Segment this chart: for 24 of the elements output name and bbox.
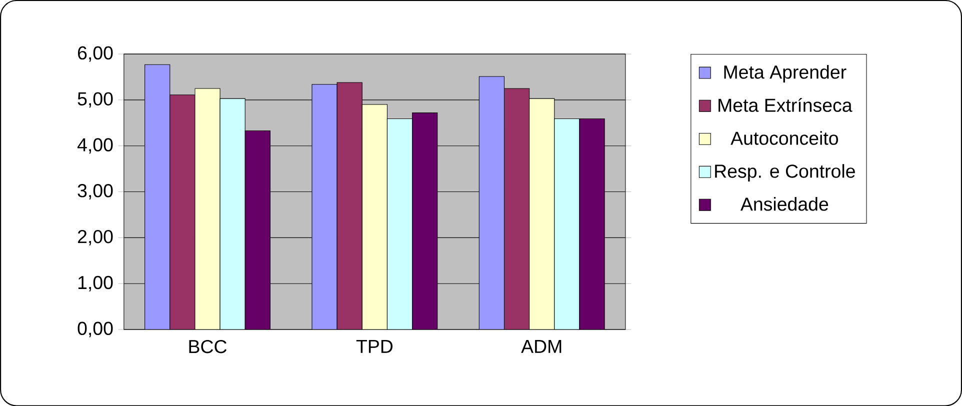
x-tick-label: BCC: [189, 340, 227, 354]
x-tick-label: ADM: [521, 340, 562, 353]
legend-label: Meta Extrínseca: [718, 98, 852, 112]
y-tick-label: 5,00: [78, 92, 113, 108]
y-tick-label: 2,00: [78, 230, 113, 246]
x-tick-label: TPD: [356, 340, 393, 353]
bar: [412, 112, 438, 330]
bar: [194, 88, 220, 330]
bar: [244, 130, 270, 330]
legend-label: Ansiedade: [740, 196, 828, 211]
y-tick-label: 3,00: [78, 184, 113, 200]
bar: [529, 98, 555, 330]
legend-label: Resp. e Controle: [715, 164, 855, 182]
y-tick-label: 6,00: [78, 46, 113, 62]
bar: [312, 84, 338, 330]
bar: [478, 76, 505, 330]
y-tick-label: 4,00: [77, 138, 113, 154]
y-tick-label: 0,00: [78, 322, 113, 338]
bar: [579, 118, 605, 330]
bar: [362, 104, 388, 330]
legend-label: Autoconceito: [730, 130, 838, 145]
bar: [144, 64, 170, 330]
y-tick-label: 1,00: [78, 276, 113, 292]
legend-label: Meta Aprender: [724, 64, 846, 82]
